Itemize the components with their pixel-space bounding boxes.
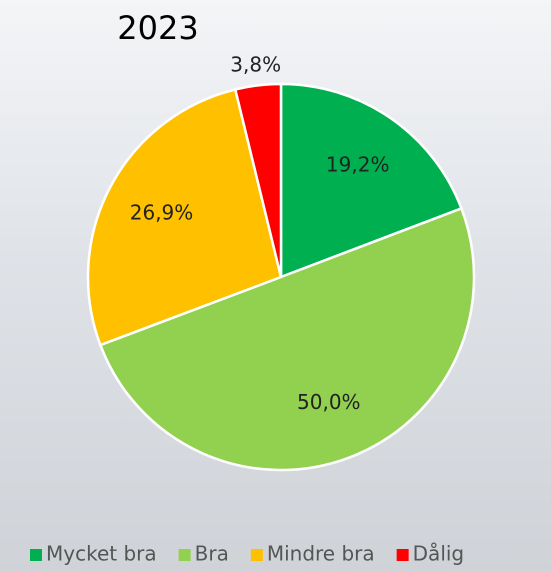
legend-label: Dålig	[413, 542, 464, 566]
pie-slice	[98, 206, 476, 472]
legend-swatch	[396, 549, 409, 561]
pie-slice	[279, 82, 464, 279]
pie-slice	[86, 87, 283, 347]
legend-label: Mycket bra	[46, 542, 157, 566]
pie-slice	[233, 82, 283, 278]
chart-title: 2023	[117, 9, 198, 47]
data-label: 26,9%	[130, 200, 194, 224]
legend-label: Mindre bra	[267, 542, 375, 566]
data-label: 3,8%	[230, 53, 281, 77]
legend-swatch	[250, 549, 263, 561]
data-label: 50,0%	[297, 390, 361, 414]
legend-swatch	[30, 549, 42, 561]
data-label: 19,2%	[326, 152, 390, 176]
legend-swatch	[178, 549, 191, 561]
legend-label: Bra	[195, 542, 229, 566]
